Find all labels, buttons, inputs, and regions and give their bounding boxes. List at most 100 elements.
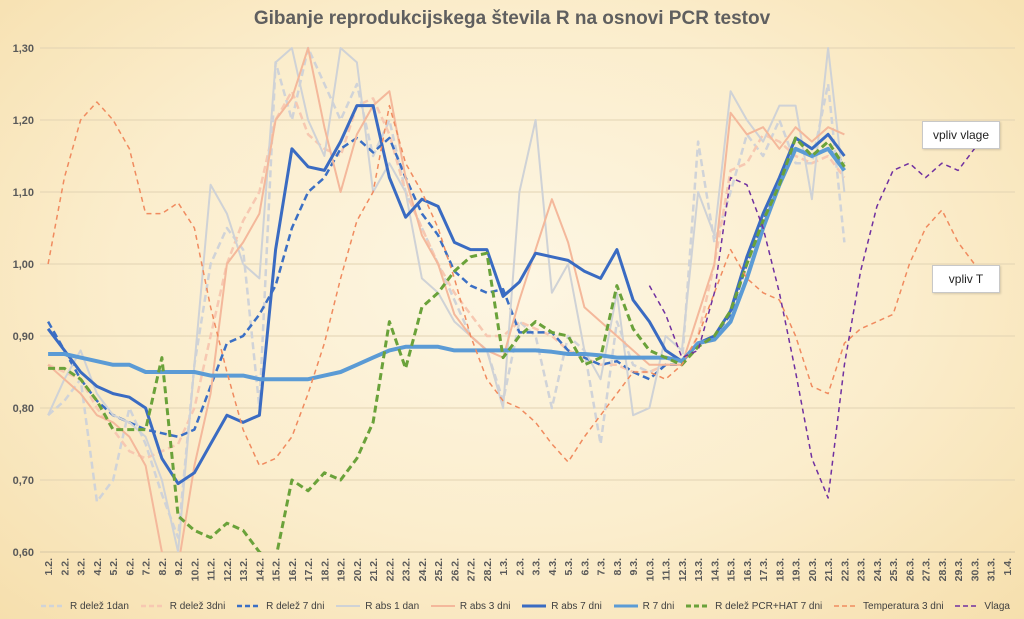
- x-tick-label: 28.3.: [937, 558, 949, 581]
- x-tick-label: 21.3.: [823, 558, 835, 581]
- legend-swatch: [613, 604, 638, 608]
- x-tick-label: 13.3.: [693, 558, 705, 581]
- x-tick-label: 21.2.: [368, 558, 380, 581]
- legend-label: Temperatura 3 dni: [863, 600, 944, 612]
- x-tick-label: 8.3.: [612, 558, 624, 576]
- y-tick-label: 1,30: [13, 43, 34, 55]
- x-tick-label: 29.3.: [953, 558, 965, 581]
- gridlines: [40, 47, 1015, 553]
- legend-item: R delež 1dan: [40, 601, 129, 612]
- series-line-7: [48, 136, 846, 552]
- y-tick-label: 0,80: [13, 403, 34, 415]
- x-tick-label: 1.3.: [498, 558, 510, 576]
- legend-item: R delež 7 dni: [236, 601, 324, 612]
- x-tick-label: 4.2.: [92, 558, 104, 576]
- x-tick-label: 16.2.: [287, 558, 299, 581]
- legend-item: Vlaga: [954, 601, 1010, 612]
- x-tick-label: 24.2.: [417, 558, 429, 581]
- x-tick-label: 10.3.: [644, 558, 656, 581]
- series-line-8: [47, 101, 975, 467]
- x-tick-label: 20.2.: [352, 558, 364, 581]
- x-tick-label: 11.3.: [661, 558, 673, 581]
- legend-swatch: [834, 605, 859, 607]
- x-tick-label: 23.2.: [401, 558, 413, 581]
- x-tick-label: 15.3.: [726, 558, 738, 581]
- y-tick-label: 0,60: [13, 547, 34, 559]
- x-tick-label: 10.2.: [189, 558, 201, 581]
- legend-item: R delež 3dni: [140, 601, 225, 612]
- x-tick-label: 30.3.: [969, 558, 981, 581]
- x-tick-label: 3.2.: [76, 558, 88, 576]
- x-tick-label: 14.2.: [254, 558, 266, 581]
- x-tick-label: 16.3.: [742, 558, 754, 581]
- series-line-4: [47, 47, 845, 552]
- x-tick-label: 9.3.: [628, 558, 640, 576]
- x-tick-label: 22.3.: [839, 558, 851, 581]
- x-tick-label: 5.3.: [563, 558, 575, 576]
- legend-swatch: [237, 604, 262, 608]
- x-tick-label: 19.2.: [336, 558, 348, 581]
- legend: R delež 1dan R delež 3dni R delež 7 dni R a…: [40, 597, 1010, 615]
- series-line-6: [48, 146, 846, 382]
- x-tick-label: 27.2.: [466, 558, 478, 581]
- x-tick-label: 2.3.: [514, 558, 526, 576]
- x-tick-label: 17.3.: [758, 558, 770, 581]
- y-tick-label: 0,70: [13, 475, 34, 487]
- x-tick-label: 9.2.: [173, 558, 185, 576]
- series-lines: [46, 46, 975, 552]
- legend-item: R abs 7 dni: [521, 601, 602, 612]
- x-tick-label: 31.3.: [986, 558, 998, 581]
- x-tick-labels: 1.2. 2.2. 3.2. 4.2. 5.2. 6.2. 7.2. 8.2. 9.2. 10.2…: [43, 558, 1014, 581]
- x-tick-label: 27.3.: [921, 558, 933, 581]
- legend-swatch: [430, 605, 455, 607]
- x-tick-label: 26.2.: [449, 558, 461, 581]
- x-tick-label: 19.3.: [791, 558, 803, 581]
- legend-label: R delež PCR+HAT 7 dni: [715, 600, 823, 612]
- series-line-2: [47, 136, 846, 439]
- legend-label: R abs 3 dni: [459, 600, 511, 612]
- y-tick-label: 0,90: [13, 331, 34, 343]
- x-tick-label: 6.2.: [124, 558, 136, 576]
- x-tick-label: 5.2.: [108, 558, 120, 576]
- x-tick-label: 1.4.: [1002, 558, 1014, 576]
- series-line-0: [47, 46, 846, 539]
- legend-swatch: [686, 604, 711, 608]
- x-tick-label: 3.3.: [531, 558, 543, 576]
- y-tick-label: 1,00: [13, 259, 34, 271]
- series-line-1: [47, 89, 846, 460]
- legend-label: R delež 1dan: [70, 600, 129, 612]
- x-tick-label: 14.3.: [709, 558, 721, 581]
- x-tick-label: 18.3.: [774, 558, 786, 581]
- legend-item: R 7 dni: [613, 600, 675, 612]
- legend-item: R abs 1 dan: [335, 601, 419, 612]
- legend-label: R abs 1 dan: [365, 600, 420, 612]
- x-tick-label: 12.2.: [222, 558, 234, 581]
- legend-item: R abs 3 dni: [430, 601, 511, 612]
- annotation-vpliv-t: vpliv T: [932, 265, 1000, 293]
- x-tick-label: 2.2.: [59, 558, 71, 576]
- legend-label: R abs 7 dni: [551, 600, 602, 612]
- x-tick-label: 15.2.: [271, 558, 283, 581]
- series-line-5: [46, 104, 846, 486]
- x-tick-label: 6.3.: [579, 558, 591, 576]
- y-tick-labels: 0,60 0,70 0,80 0,90 1,00 1,10 1,20 1,30: [13, 43, 34, 559]
- x-tick-label: 17.2.: [303, 558, 315, 581]
- y-tick-label: 1,20: [13, 115, 34, 127]
- series-line-9: [648, 148, 975, 499]
- legend-label: Vlaga: [984, 600, 1010, 612]
- legend-swatch: [955, 605, 980, 607]
- x-tick-label: 28.2.: [482, 558, 494, 581]
- x-tick-label: 22.2.: [384, 558, 396, 581]
- legend-swatch: [140, 604, 165, 608]
- x-tick-label: 23.3.: [856, 558, 868, 581]
- legend-swatch: [522, 604, 547, 608]
- x-tick-label: 20.3.: [807, 558, 819, 581]
- legend-label: R 7 dni: [642, 600, 675, 612]
- x-tick-label: 7.2.: [141, 558, 153, 576]
- x-tick-label: 4.3.: [547, 558, 559, 576]
- series-line-3: [47, 47, 846, 552]
- x-tick-label: 12.3.: [677, 558, 689, 581]
- x-tick-label: 24.3.: [872, 558, 884, 581]
